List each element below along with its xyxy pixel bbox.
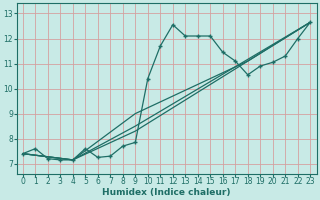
X-axis label: Humidex (Indice chaleur): Humidex (Indice chaleur) (102, 188, 231, 197)
